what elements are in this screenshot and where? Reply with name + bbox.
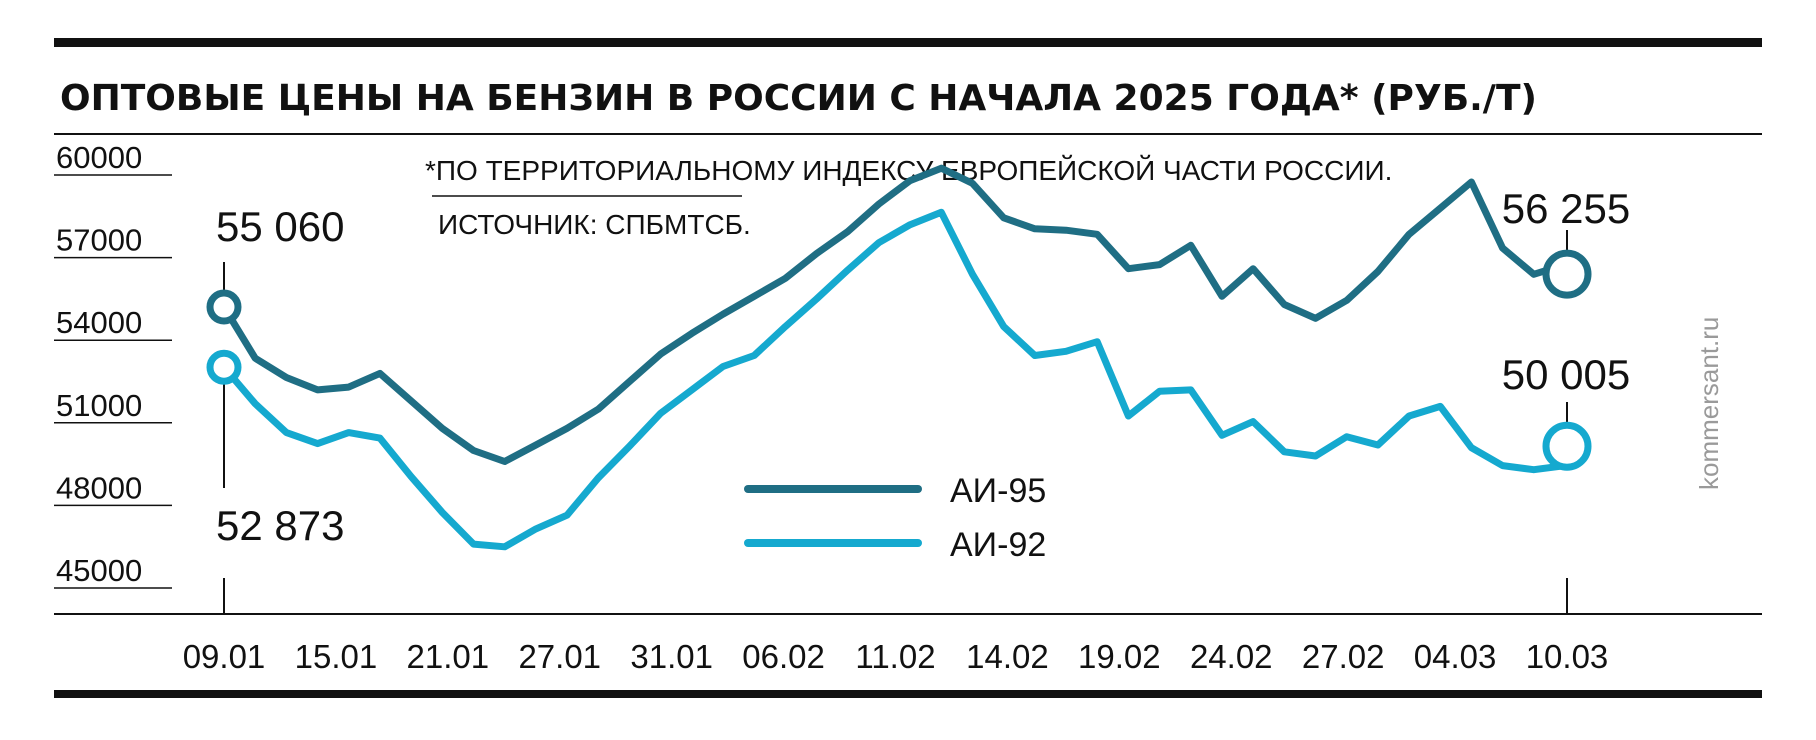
end-value-label-ai92: 50 005	[1502, 351, 1630, 398]
x-tick-label: 04.03	[1414, 638, 1497, 675]
x-tick-label: 21.01	[407, 638, 490, 675]
x-tick-label: 27.02	[1302, 638, 1385, 675]
x-tick-label: 06.02	[742, 638, 825, 675]
annotation-layer: 55 060 52 873 56 255 50 005	[206, 185, 1630, 614]
y-tick-label: 51000	[56, 388, 142, 423]
series-line-ai92	[220, 208, 1569, 551]
end-marker-ai95	[1542, 249, 1592, 299]
end-value-label-ai95: 56 255	[1502, 185, 1630, 232]
x-tick-label: 19.02	[1078, 638, 1161, 675]
chart-title: ОПТОВЫЕ ЦЕНЫ НА БЕНЗИН В РОССИИ С НАЧАЛА…	[60, 78, 1537, 119]
y-tick-label: 45000	[56, 553, 142, 588]
y-tick-label: 57000	[56, 223, 142, 258]
legend-label-ai95: АИ-95	[950, 472, 1046, 510]
x-tick-label: 11.02	[855, 638, 935, 675]
y-tick-label: 48000	[56, 470, 142, 505]
credit-text: kommersant.ru	[1694, 317, 1724, 490]
start-marker-ai92	[206, 349, 242, 385]
legend-label-ai92: АИ-92	[950, 526, 1046, 564]
y-tick-label: 60000	[56, 140, 142, 175]
x-tick-label: 09.01	[183, 638, 266, 675]
x-tick-label: 15.01	[295, 638, 378, 675]
series-layer	[220, 164, 1569, 551]
end-marker-ai92	[1542, 421, 1592, 471]
start-value-label-ai92: 52 873	[216, 502, 344, 549]
start-marker-ai95	[206, 289, 242, 325]
x-axis-ticks: 09.01 15.01 21.01 27.01 31.01 06.02 11.02 14.02…	[183, 638, 1609, 675]
series-line-ai95	[220, 164, 1569, 465]
y-axis-ticks: 60000 57000 54000 51000 48000 45000	[54, 140, 172, 589]
x-tick-label: 10.03	[1526, 638, 1609, 675]
y-tick-label: 54000	[56, 305, 142, 340]
legend: АИ-95 АИ-92	[744, 472, 1046, 564]
source-note: ИСТОЧНИК: СПБМТСБ.	[438, 209, 751, 240]
x-tick-label: 24.02	[1190, 638, 1273, 675]
bottom-rule	[54, 690, 1762, 698]
top-rule	[54, 38, 1762, 47]
x-tick-label: 31.01	[630, 638, 713, 675]
start-value-label-ai95: 55 060	[216, 203, 344, 250]
x-tick-label: 14.02	[966, 638, 1049, 675]
title-rule	[54, 133, 1762, 135]
x-tick-label: 27.01	[518, 638, 601, 675]
